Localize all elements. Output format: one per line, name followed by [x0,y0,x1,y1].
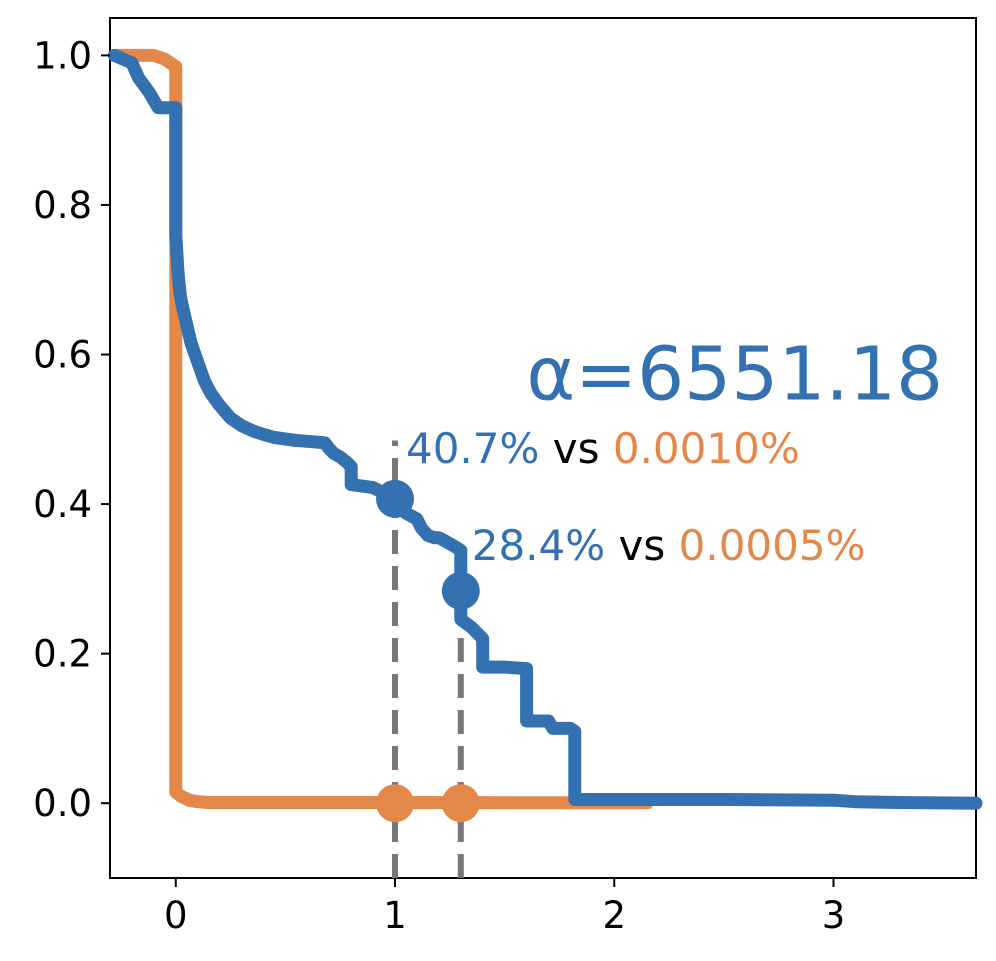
y-tick-label: 0.6 [33,334,92,377]
y-tick-label: 0.4 [33,483,92,526]
point-markers [376,479,480,823]
y-tick-label: 0.2 [33,633,92,676]
y-tick-label: 1.0 [33,34,92,77]
alpha-label: α=6551.18 [526,331,943,417]
plot-frame [109,17,977,879]
annotation-orange-value: 0.0005% [679,521,866,570]
annotation-vs: vs [605,521,678,570]
x-tick-label: 1 [383,894,407,937]
series-lines [107,48,983,810]
annotation-orange-value: 0.0010% [613,424,800,473]
point-marker [441,571,480,610]
point-marker [441,784,480,823]
y-axis: 0.0 0.2 0.4 0.6 0.8 1.0 [33,34,110,825]
series-line-blue [107,48,983,810]
x-tick-label: 0 [164,894,188,937]
annotation-label: 28.4% vs 0.0005% [472,521,866,570]
point-marker [376,784,415,823]
annotation-vs: vs [539,424,612,473]
y-tick-label: 0.0 [33,782,92,825]
x-tick-label: 2 [602,894,626,937]
x-tick-label: 3 [822,894,846,937]
series-line-orange [107,48,654,810]
y-tick-label: 0.8 [33,184,92,227]
annotation-blue-value: 40.7% [406,424,539,473]
plot-area [109,17,977,879]
x-axis: 0 1 2 3 [164,878,845,937]
annotations: 40.7% vs 0.0010%28.4% vs 0.0005%α=6551.1… [406,331,943,570]
point-marker [376,479,415,518]
annotation-label: 40.7% vs 0.0010% [406,424,800,473]
annotation-blue-value: 28.4% [472,521,605,570]
